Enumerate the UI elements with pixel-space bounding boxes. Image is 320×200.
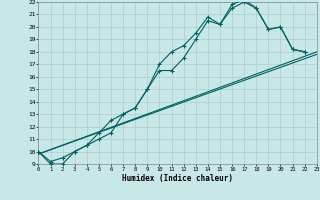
X-axis label: Humidex (Indice chaleur): Humidex (Indice chaleur) bbox=[122, 174, 233, 183]
